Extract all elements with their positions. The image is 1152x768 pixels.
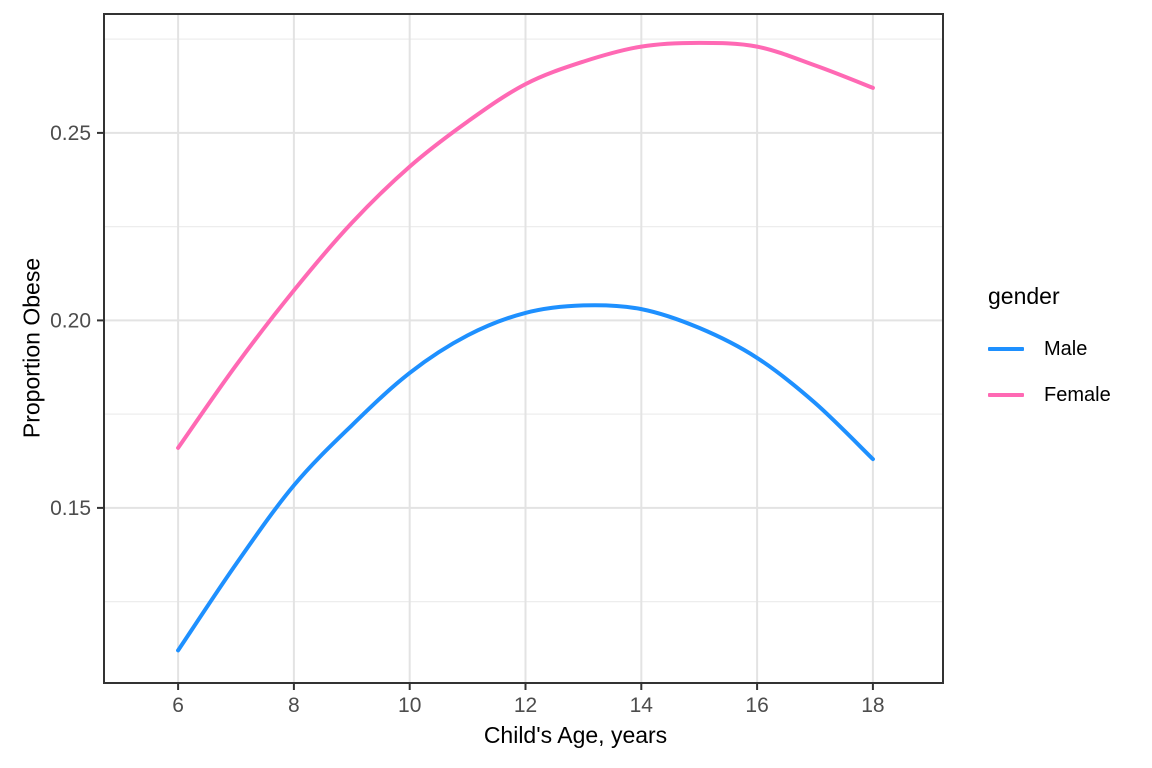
x-tick-label-14: 14 bbox=[630, 694, 654, 717]
x-tick-label-16: 16 bbox=[745, 694, 768, 717]
x-tick-label-10: 10 bbox=[398, 694, 421, 717]
y-tick-label-0.25: 0.25 bbox=[50, 122, 91, 145]
series-line-male bbox=[176, 303, 875, 653]
legend-item-female: Female bbox=[988, 378, 1111, 412]
legend-label-male: Male bbox=[1044, 337, 1088, 360]
y-tick-label-0.20: 0.20 bbox=[50, 309, 91, 332]
x-tick-label-8: 8 bbox=[288, 694, 300, 717]
y-axis-title: Proportion Obese bbox=[18, 257, 45, 439]
female-line-swatch bbox=[988, 393, 1024, 397]
x-tick-label-6: 6 bbox=[172, 694, 184, 717]
legend: gender Male Female bbox=[988, 283, 1111, 424]
x-axis-title: Child's Age, years bbox=[483, 722, 668, 748]
legend-title: gender bbox=[988, 283, 1060, 309]
legend-label-female: Female bbox=[1044, 383, 1111, 406]
legend-item-male: Male bbox=[988, 332, 1111, 366]
panel-border bbox=[103, 13, 944, 684]
male-line-swatch bbox=[988, 347, 1024, 351]
y-tick-label-0.15: 0.15 bbox=[50, 497, 91, 520]
x-tick-label-18: 18 bbox=[861, 694, 884, 717]
series-line-female bbox=[176, 40, 875, 450]
x-tick-label-12: 12 bbox=[514, 694, 537, 717]
